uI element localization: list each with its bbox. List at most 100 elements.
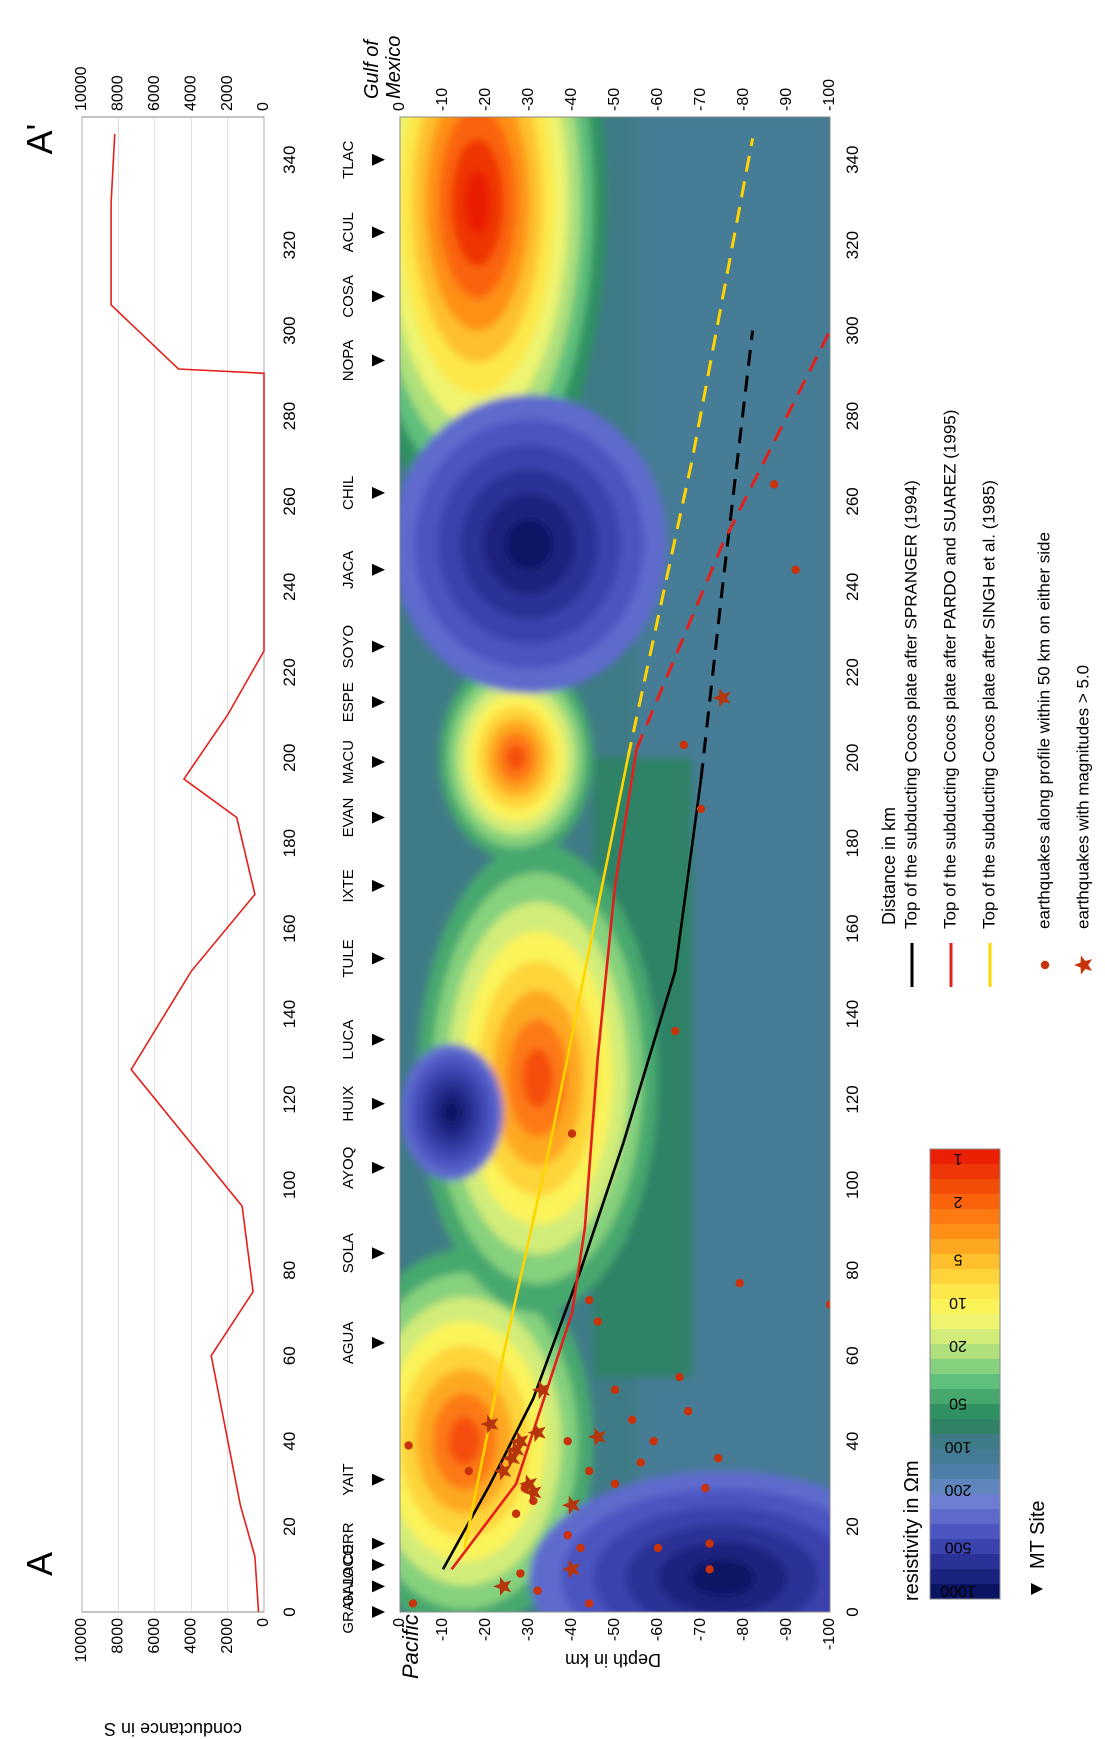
- mt-site-legend-triangle-icon: [1031, 1583, 1043, 1595]
- region-label-gulf-line2: Mexico: [383, 36, 405, 99]
- mt-site-triangle-icon: [372, 1537, 385, 1550]
- resistor-region: [443, 1100, 461, 1124]
- mt-site-legend: MT Site: [1027, 1500, 1049, 1595]
- earthquake-dot: [511, 1509, 521, 1518]
- conductance-x-tick-label: 320: [280, 231, 299, 259]
- colorbar-swatch: [930, 1373, 1000, 1389]
- colorbar-swatch: [930, 1358, 1000, 1374]
- colorbar-swatch: [930, 1343, 1000, 1359]
- conductance-x-tick-label: 280: [280, 402, 299, 430]
- plate-line-dashed: [635, 329, 830, 750]
- colorbar-tick-label: 200: [945, 1481, 972, 1498]
- large-earthquake-star: [493, 1576, 512, 1596]
- distance-tick-label: 200: [843, 744, 862, 772]
- earthquake-dot: [705, 1565, 714, 1574]
- earthquake-dot: [636, 1458, 645, 1467]
- distance-tick-label: 340: [843, 146, 862, 174]
- mt-site-triangle-icon: [372, 1606, 385, 1618]
- large-earthquake-star: [510, 1431, 529, 1451]
- conductance-x-tick-label: 340: [280, 146, 299, 174]
- colorbar-swatch: [930, 1388, 1000, 1404]
- colorbar-tick-label: 2: [953, 1193, 962, 1210]
- resistivity-colorbar: resistivity in Ωm 1000500200100502010521…: [901, 1148, 1049, 1601]
- large-earthquake-star: [562, 1559, 581, 1579]
- distance-tick-label: 80: [843, 1261, 862, 1280]
- mt-site-label: ESPE: [340, 682, 357, 722]
- depth-tick-label: -20: [477, 1618, 494, 1641]
- conductance-y-tick-label: 2000: [219, 1618, 236, 1654]
- earthquake-dot: [683, 1407, 693, 1416]
- earthquake-dot: [408, 1599, 418, 1608]
- colorbar-swatch: [930, 1433, 1000, 1449]
- colorbar-swatches: [929, 1148, 1001, 1600]
- distance-tick-label: 100: [843, 1171, 862, 1199]
- colorbar-swatch: [930, 1208, 1000, 1224]
- conductance-series: [110, 134, 265, 1613]
- mt-site-triangle-icon: [372, 354, 385, 367]
- earthquake-dot: [404, 1441, 413, 1450]
- earthquake-dot: [791, 565, 800, 574]
- distance-tick-label: 180: [843, 829, 862, 857]
- colorbar-tick-label: 50: [949, 1394, 967, 1411]
- conductance-x-tick-label: 120: [280, 1085, 299, 1113]
- depth-tick-label: -60: [649, 1618, 666, 1641]
- large-earthquake-star: [506, 1440, 525, 1460]
- legend-label: earthquakes with magnitudes > 5.0: [1073, 665, 1092, 929]
- earthquake-dot: [714, 1454, 723, 1463]
- earthquake-dot: [735, 1278, 744, 1288]
- mt-site-triangle-icon: [372, 755, 385, 768]
- end-label-a: A: [19, 1552, 60, 1576]
- conductance-x-tick-label: 100: [280, 1171, 299, 1199]
- resistivity-plot-frame: [399, 116, 831, 1613]
- colorbar-tick-label: 1000: [940, 1582, 976, 1599]
- mt-site-label: MACU: [340, 740, 357, 784]
- earthquake-dot: [653, 1543, 663, 1553]
- conductance-y-tick-label: 6000: [146, 75, 163, 111]
- colorbar-tick-label: 100: [945, 1438, 972, 1455]
- colorbar-tick-label: 1: [953, 1150, 962, 1167]
- mt-site-triangle-icon: [372, 640, 385, 653]
- mt-site-triangle-icon: [372, 563, 385, 576]
- legend-label: Top of the subducting Cocos plate after …: [940, 410, 959, 929]
- depth-tick-label: 0: [391, 102, 408, 111]
- depth-tick-label: -30: [520, 88, 537, 111]
- depth-tick-label: -40: [563, 1618, 580, 1641]
- earthquake-dot: [610, 1479, 620, 1489]
- colorbar-tick-label: 5: [953, 1250, 962, 1267]
- colorbar-swatch: [930, 1523, 1000, 1539]
- colorbar-swatch: [930, 1568, 1000, 1584]
- plate-line-solid: [441, 778, 703, 1570]
- depth-tick-label: -100: [821, 79, 838, 111]
- mt-site-label: LUCA: [340, 1020, 357, 1060]
- mt-site-label: IXTE: [340, 869, 357, 902]
- colorbar-frame: [929, 1148, 1001, 1600]
- mt-site-triangle-icon: [372, 879, 385, 892]
- distance-tick-label: 0: [843, 1607, 862, 1616]
- large-earthquake-star: [501, 1448, 520, 1468]
- conductance-y-tick-label: 2000: [219, 75, 236, 111]
- region-label-pacific: Pacific: [398, 1614, 423, 1679]
- earthquake-dot: [585, 1466, 594, 1476]
- depth-tick-label: -20: [477, 88, 494, 111]
- colorbar-tick-label: 10: [949, 1294, 967, 1311]
- colorbar-swatch: [930, 1313, 1000, 1329]
- depth-ticks-left: 0 -10 -20 -30 -40 -50 -60 -70 -80 -90 -100: [391, 1618, 838, 1650]
- depth-tick-label: -10: [434, 1618, 451, 1641]
- legend-star-icon: [1074, 955, 1093, 975]
- large-earthquake-star: [519, 1474, 538, 1494]
- distance-tick-label: 160: [843, 914, 862, 942]
- mt-site-legend-label: MT Site: [1027, 1500, 1049, 1569]
- conductance-y-ticks-left: 0 2000 4000 6000 8000 10000: [73, 1618, 272, 1663]
- depth-tick-label: -70: [692, 1618, 709, 1641]
- colorbar-swatch: [930, 1238, 1000, 1254]
- conductor-region: [448, 1417, 481, 1466]
- depth-tick-label: -80: [735, 1618, 752, 1641]
- colorbar-swatch: [930, 1193, 1000, 1209]
- large-earthquake-star: [527, 1423, 546, 1443]
- earthquake-dot: [567, 1129, 577, 1138]
- mt-site-label: NOPA: [340, 340, 357, 381]
- mt-site-triangle-icon: [372, 1580, 385, 1593]
- legend-label: Top of the subducting Cocos plate after …: [979, 480, 998, 929]
- conductance-x-tick-label: 200: [280, 744, 299, 772]
